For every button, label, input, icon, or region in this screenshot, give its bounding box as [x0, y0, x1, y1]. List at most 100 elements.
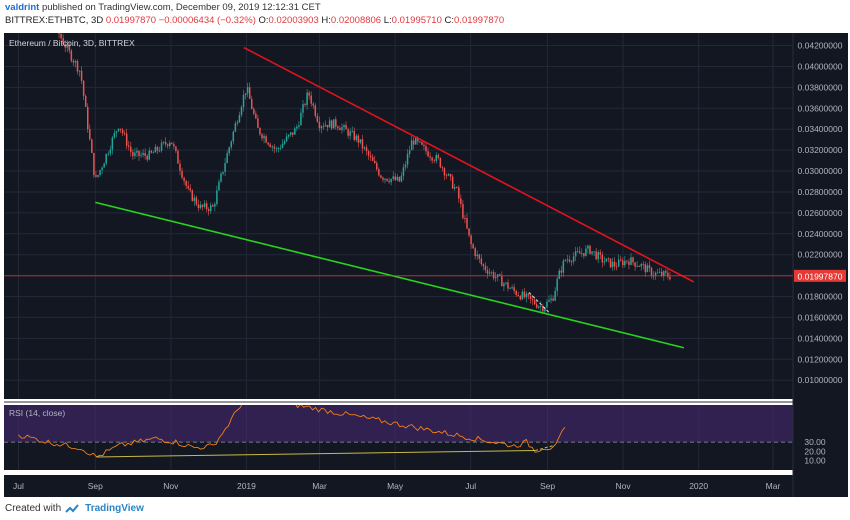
candle-body [277, 148, 280, 149]
candle-body [302, 104, 304, 113]
author-name[interactable]: valdrint [5, 2, 40, 13]
candle-body [298, 125, 300, 127]
candle-body [484, 265, 487, 271]
candle-body [294, 128, 296, 135]
time-tick-label: May [387, 481, 404, 491]
candle-body [123, 133, 126, 135]
candle-body [507, 282, 509, 289]
candle-body [494, 277, 497, 279]
candle-body [162, 141, 165, 143]
candle-body [128, 145, 130, 147]
candle-body [593, 251, 595, 253]
candle-body [201, 204, 204, 207]
time-tick-label: Mar [766, 481, 781, 491]
footer: Created with TradingView [5, 503, 144, 514]
candle-body [624, 260, 626, 266]
candle-body [160, 142, 163, 151]
candle-body [101, 167, 103, 171]
candle-body [318, 121, 321, 129]
price-tick-label: 0.01600000 [798, 312, 843, 322]
candle-body [68, 44, 71, 51]
candle-body [523, 291, 526, 298]
candle-body [451, 176, 454, 189]
candle-body [433, 160, 435, 162]
lower-trendline [95, 201, 684, 349]
candle-body [636, 266, 638, 267]
candle-body [441, 167, 444, 169]
rsi-tick-label: 20.00 [804, 446, 826, 456]
candle-body [72, 60, 75, 63]
candle-body [351, 130, 353, 132]
candle-body [181, 170, 183, 178]
candle-body [355, 135, 358, 140]
candle-body [652, 275, 655, 277]
candle-body [542, 305, 544, 312]
upper-trendline [243, 46, 695, 283]
candle-body [361, 139, 364, 149]
candle-body [371, 157, 374, 161]
candle-body [156, 146, 159, 151]
candle-body [417, 137, 419, 142]
candle-body [656, 272, 659, 274]
candle-body [538, 306, 540, 308]
candle-body [236, 122, 239, 124]
candle-body [390, 178, 392, 183]
open-value: 0.02003903 [268, 15, 319, 26]
candle-body [203, 203, 206, 207]
candle-body [544, 307, 546, 312]
candle-body [238, 115, 241, 123]
candle-body [259, 127, 261, 135]
low-value: 0.01995710 [391, 15, 442, 26]
time-tick-label: Sep [540, 481, 555, 491]
candle-body [132, 151, 134, 157]
time-tick-label: Jul [13, 481, 24, 491]
candle-body [97, 175, 99, 177]
candle-body [546, 301, 548, 308]
candle-body [661, 271, 663, 276]
rsi-tick-label: 10.00 [804, 456, 826, 466]
candle-body [197, 204, 200, 209]
candle-body [476, 254, 478, 257]
rsi-support-line [96, 450, 536, 458]
candle-body [378, 169, 380, 176]
candle-body [341, 127, 343, 131]
candle-body [62, 38, 64, 45]
candle-body [398, 176, 401, 182]
ohlc-line: BITTREX:ETHBTC, 3D 0.01997870 −0.0000643… [5, 15, 504, 26]
candle-body [525, 293, 528, 298]
candle-body [384, 178, 386, 180]
candle-body [218, 181, 220, 191]
time-tick-label: Nov [163, 481, 179, 491]
candle-body [136, 150, 138, 153]
price-change: −0.00006434 (−0.32%) [158, 15, 256, 26]
candle-body [212, 205, 214, 207]
high-label: H: [321, 15, 331, 26]
candle-body [554, 290, 556, 301]
candle-body [576, 251, 579, 253]
candle-body [646, 265, 649, 273]
candle-body [271, 146, 273, 148]
price-chart[interactable]: 0.01997870 0.04200000 0.04000000 0.03800000… [0, 29, 850, 497]
candle-body [488, 272, 491, 274]
candle-body [533, 300, 536, 305]
time-tick-label: 2020 [689, 481, 708, 491]
candle-body [164, 141, 167, 145]
candle-body [205, 203, 208, 210]
candle-body [423, 144, 425, 147]
candle-body [632, 257, 634, 263]
candle-body [248, 87, 251, 99]
price-tick-label: 0.02800000 [798, 187, 843, 197]
candle-body [314, 105, 317, 116]
price-tick-label: 0.01000000 [798, 375, 843, 385]
candles [58, 33, 671, 315]
candle-body [296, 126, 298, 129]
candle-body [595, 251, 597, 260]
candle-body [269, 144, 271, 148]
candle-body [402, 167, 405, 176]
candle-body [609, 258, 612, 268]
candle-body [658, 271, 661, 273]
candle-body [179, 163, 181, 171]
candle-body [615, 266, 618, 268]
candle-body [255, 113, 257, 119]
candle-body [456, 187, 458, 189]
